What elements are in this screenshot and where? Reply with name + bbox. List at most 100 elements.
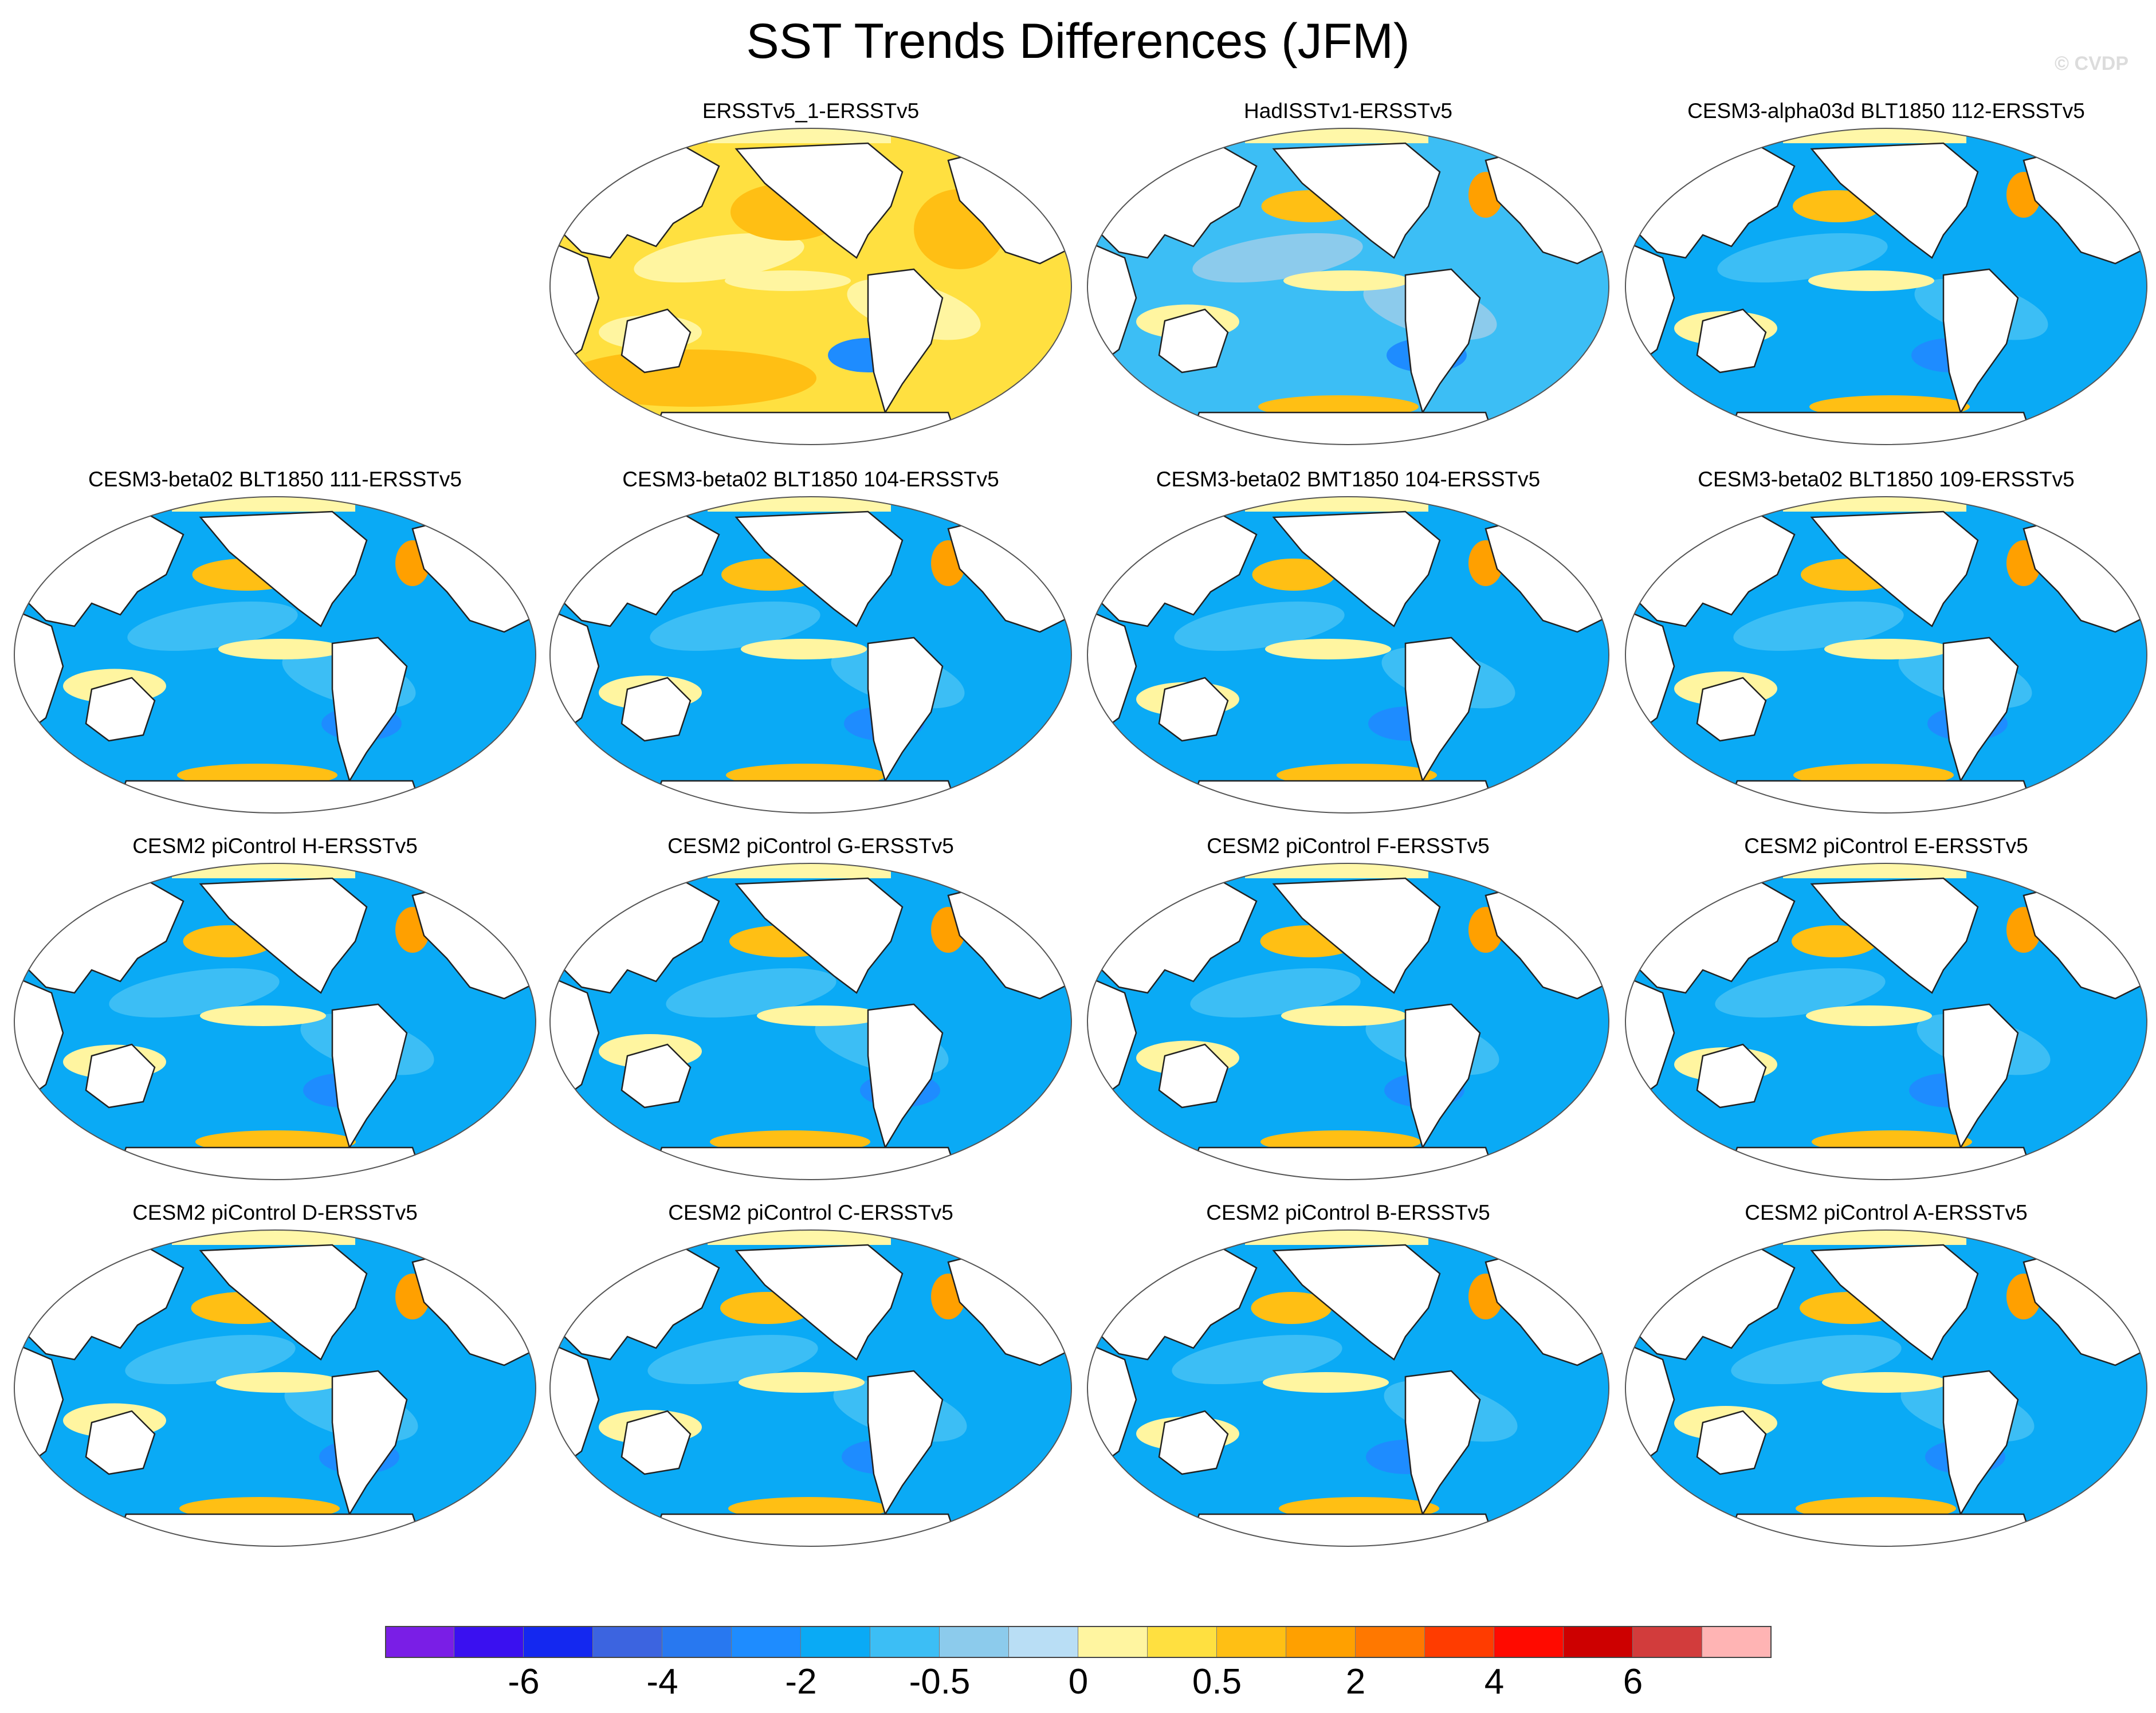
land-south-america bbox=[331, 1370, 408, 1516]
land-north-america bbox=[735, 1244, 904, 1361]
map-panel: CESM3-beta02 BLT1850 104-ERSSTv5 bbox=[547, 467, 1074, 836]
land-north-america bbox=[1272, 142, 1441, 259]
land-antarctica bbox=[1187, 1146, 1498, 1180]
land-north-america bbox=[199, 510, 368, 627]
land-north-america bbox=[1810, 510, 1979, 627]
land-antarctica bbox=[1187, 411, 1498, 445]
land-antarctica bbox=[649, 1146, 961, 1180]
land-australia bbox=[85, 1410, 156, 1475]
map-fields bbox=[14, 497, 536, 813]
land-north-america bbox=[199, 1244, 368, 1361]
sst-map bbox=[1625, 863, 2147, 1180]
globe-outline bbox=[1625, 1229, 2147, 1547]
sst-map bbox=[14, 496, 536, 814]
globe-outline bbox=[14, 863, 536, 1180]
anomaly-patch bbox=[741, 639, 867, 659]
anomaly-patch bbox=[1824, 639, 1950, 659]
colorbar-tick-label: 6 bbox=[1623, 1662, 1643, 1702]
land-antarctica bbox=[113, 780, 425, 813]
colorbar-swatch bbox=[385, 1626, 454, 1658]
map-panel: CESM3-beta02 BLT1850 109-ERSSTv5 bbox=[1623, 467, 2150, 836]
anomaly-patch bbox=[739, 1372, 865, 1393]
land-antarctica bbox=[649, 780, 961, 813]
globe-outline bbox=[549, 863, 1072, 1180]
colorbar-swatch bbox=[1148, 1626, 1217, 1658]
colorbar-swatch bbox=[870, 1626, 940, 1658]
colorbar-swatch bbox=[1633, 1626, 1702, 1658]
map-fields bbox=[1625, 863, 2147, 1180]
anomaly-patch bbox=[109, 968, 280, 1018]
sst-map bbox=[1087, 863, 1609, 1180]
colorbar-swatch bbox=[662, 1626, 732, 1658]
land-australia bbox=[621, 677, 692, 742]
anomaly-patch bbox=[1283, 270, 1409, 291]
anomaly-patch bbox=[725, 270, 851, 291]
anomaly-patch bbox=[127, 601, 298, 651]
anomaly-patch bbox=[666, 968, 837, 1018]
globe-outline bbox=[1625, 863, 2147, 1180]
anomaly-patch bbox=[1808, 270, 1934, 291]
panel-title: CESM3-beta02 BLT1850 104-ERSSTv5 bbox=[622, 467, 999, 491]
anomaly-patch bbox=[218, 639, 344, 659]
panel-title: CESM3-beta02 BLT1850 111-ERSSTv5 bbox=[88, 467, 462, 491]
globe-outline bbox=[1625, 128, 2147, 445]
sst-map bbox=[14, 1229, 536, 1547]
sst-map bbox=[14, 863, 536, 1180]
colorbar bbox=[385, 1626, 1772, 1658]
map-fields bbox=[550, 497, 1071, 813]
land-australia bbox=[1696, 308, 1767, 374]
colorbar-swatch bbox=[524, 1626, 593, 1658]
land-antarctica bbox=[649, 411, 961, 445]
anomaly-patch bbox=[1717, 233, 1888, 283]
land-australia bbox=[1696, 677, 1767, 742]
colorbar-tick-label: 0.5 bbox=[1192, 1662, 1242, 1702]
map-panel: CESM3-alpha03d BLT1850 112-ERSSTv5 bbox=[1623, 99, 2150, 468]
land-north-america bbox=[735, 877, 904, 994]
anomaly-patch bbox=[1731, 1334, 1902, 1385]
anomaly-patch bbox=[1174, 601, 1345, 651]
map-panel: CESM2 piControl H-ERSSTv5 bbox=[11, 834, 539, 1203]
colorbar-swatch bbox=[940, 1626, 1009, 1658]
globe-outline bbox=[1625, 496, 2147, 814]
colorbar-tick-label: 4 bbox=[1484, 1662, 1505, 1702]
warm-anomaly bbox=[1252, 559, 1336, 591]
land-south-america bbox=[1404, 268, 1481, 415]
globe-outline bbox=[1087, 496, 1609, 814]
land-south-america bbox=[867, 268, 944, 415]
anomaly-patch bbox=[647, 1334, 818, 1385]
land-south-america bbox=[331, 637, 408, 783]
watermark: © CVDP bbox=[2055, 53, 2128, 74]
land-south-america bbox=[1404, 1370, 1481, 1516]
anomaly-patch bbox=[1192, 233, 1363, 283]
land-antarctica bbox=[113, 1513, 425, 1546]
land-north-america bbox=[735, 142, 904, 259]
land-south-america bbox=[331, 1003, 408, 1150]
colorbar-swatch bbox=[1702, 1626, 1772, 1658]
panel-title: CESM3-alpha03d BLT1850 112-ERSSTv5 bbox=[1687, 99, 2085, 123]
sst-map bbox=[1625, 128, 2147, 445]
colorbar-swatch bbox=[732, 1626, 801, 1658]
colorbar-swatch bbox=[1425, 1626, 1494, 1658]
sst-map bbox=[549, 128, 1072, 445]
land-australia bbox=[1696, 1043, 1767, 1109]
land-antarctica bbox=[1725, 780, 2036, 813]
colorbar-swatch bbox=[1356, 1626, 1425, 1658]
panel-title: CESM2 piControl F-ERSSTv5 bbox=[1207, 834, 1490, 858]
land-north-america bbox=[735, 510, 904, 627]
globe-outline bbox=[1087, 863, 1609, 1180]
land-south-america bbox=[1942, 637, 2019, 783]
land-south-america bbox=[1404, 1003, 1481, 1150]
map-panel: CESM2 piControl C-ERSSTv5 bbox=[547, 1200, 1074, 1570]
page-title: SST Trends Differences (JFM) bbox=[746, 14, 1410, 69]
map-panel: CESM2 piControl F-ERSSTv5 bbox=[1085, 834, 1612, 1203]
land-antarctica bbox=[649, 1513, 961, 1546]
land-antarctica bbox=[1187, 780, 1498, 813]
anomaly-patch bbox=[634, 233, 804, 283]
land-antarctica bbox=[1725, 1146, 2036, 1180]
globe-outline bbox=[549, 1229, 1072, 1547]
colorbar-swatch bbox=[1009, 1626, 1078, 1658]
map-fields bbox=[1087, 863, 1609, 1180]
anomaly-patch bbox=[1172, 1334, 1342, 1385]
land-australia bbox=[1696, 1410, 1767, 1475]
colorbar-swatch bbox=[454, 1626, 524, 1658]
